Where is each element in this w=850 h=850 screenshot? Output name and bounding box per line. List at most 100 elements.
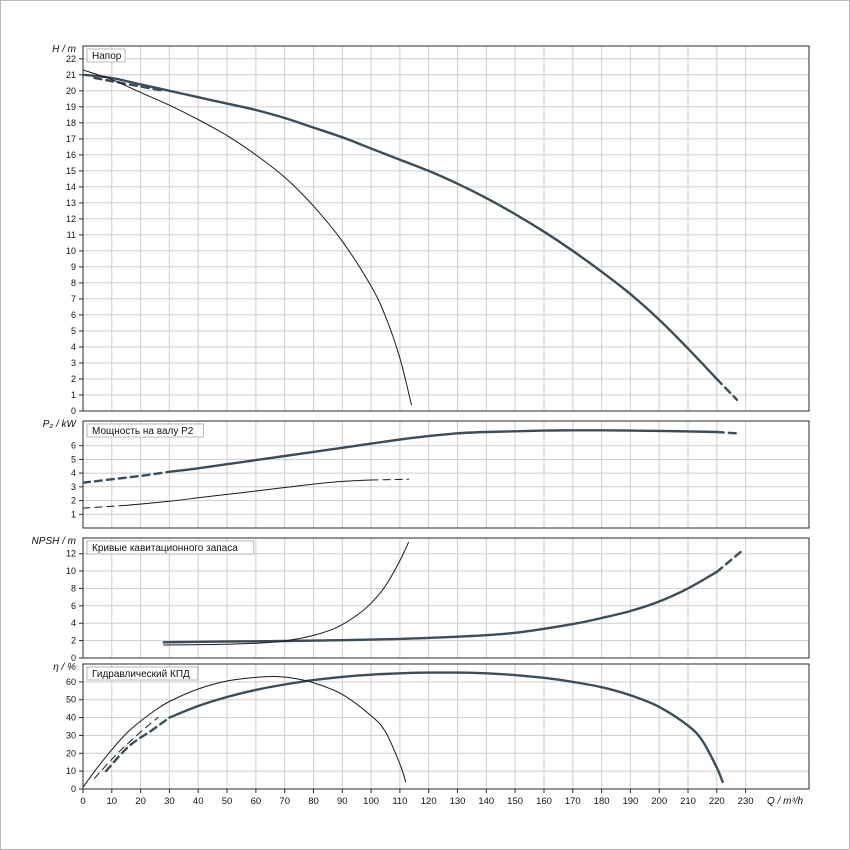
y-tick-label: 12 <box>66 549 76 559</box>
y-tick-label: 22 <box>66 54 76 64</box>
x-tick-label: 110 <box>392 796 407 807</box>
npsh-curve-min <box>163 541 409 646</box>
panel-title-box <box>86 666 199 681</box>
y-tick-label: 0 <box>71 653 76 663</box>
x-tick-label: 220 <box>709 796 725 807</box>
y-tick-label: 40 <box>66 713 76 723</box>
y-tick-label: 17 <box>66 134 76 144</box>
y-tick-label: 21 <box>66 70 76 80</box>
power-curve-min-dashed-start <box>83 504 127 509</box>
y-tick-label: 16 <box>66 150 76 160</box>
y-tick-label: 9 <box>71 262 76 272</box>
power-curve-min <box>125 479 372 506</box>
x-tick-label: 150 <box>507 796 523 807</box>
npsh-curve-max-extrapolated <box>715 549 744 574</box>
y-tick-label: 20 <box>66 86 76 96</box>
y-tick-label: 20 <box>66 748 76 758</box>
npsh-curve-max <box>162 570 718 644</box>
x-tick-label: 100 <box>363 796 379 807</box>
y-tick-label: 10 <box>66 766 76 776</box>
y-axis-label: NPSH / m <box>32 536 76 547</box>
y-tick-label: 10 <box>66 246 76 256</box>
power-curve-max-dashed-start <box>83 470 171 484</box>
y-tick-label: 1 <box>71 390 76 400</box>
panel-title: Гидравлический КПД <box>92 669 190 680</box>
panel-border <box>82 45 810 412</box>
x-tick-label: 30 <box>164 796 175 807</box>
y-tick-label: 2 <box>71 636 76 646</box>
y-tick-label: 2 <box>71 496 76 506</box>
panel-efficiency: 0 10 20 30 40 50 60 η / % Гидравлический КПД <box>53 662 810 794</box>
y-tick-label: 7 <box>71 294 76 304</box>
y-tick-label: 12 <box>66 214 76 224</box>
efficiency-curve-min <box>83 675 407 788</box>
power-curve-max <box>168 429 718 473</box>
y-tick-label: 60 <box>66 677 76 687</box>
y-tick-label: 5 <box>71 454 76 464</box>
x-tick-label: 40 <box>193 796 204 807</box>
panel-npsh: 0 2 4 6 8 10 12 NPSH / m Кривые кавитационного з… <box>32 536 810 663</box>
efficiency-curve-min-dashed-start <box>94 717 159 779</box>
efficiency-curve-max-dashed-start <box>104 716 171 773</box>
y-tick-label: 14 <box>66 182 76 192</box>
y-tick-label: 1 <box>71 509 76 519</box>
x-tick-label: 120 <box>421 796 437 807</box>
panel-title: Мощность на валу P2 <box>92 426 194 437</box>
head-curve-dashed-start <box>93 76 165 92</box>
y-tick-label: 19 <box>66 102 76 112</box>
x-tick-label: 50 <box>222 796 233 807</box>
panel-power: 1 2 3 4 5 6 P₂ / kW Мощность на валу P2 <box>43 419 810 529</box>
x-axis-label: Q / m³/h <box>767 796 804 807</box>
efficiency-curve-max <box>168 671 724 784</box>
x-tick-label: 130 <box>450 796 466 807</box>
power-curve-max-extrapolated <box>715 430 742 435</box>
head-curve-min <box>83 69 412 406</box>
y-tick-label: 5 <box>71 326 76 336</box>
x-tick-label: 140 <box>478 796 494 807</box>
x-tick-label: 230 <box>738 796 754 807</box>
panel-title-box <box>86 48 126 63</box>
y-tick-label: 30 <box>66 730 76 740</box>
y-tick-label: 0 <box>71 406 76 416</box>
x-tick-label: 80 <box>308 796 319 807</box>
x-tick-label: 20 <box>135 796 146 807</box>
y-axis-label: H / m <box>52 44 76 55</box>
y-tick-label: 11 <box>67 230 76 240</box>
panel-title-box <box>86 540 255 555</box>
y-tick-label: 0 <box>71 784 76 794</box>
head-curve-max <box>83 73 718 381</box>
x-tick-label: 190 <box>622 796 638 807</box>
power-curve-min-extrapolated <box>370 478 409 481</box>
y-tick-label: 3 <box>71 482 76 492</box>
y-tick-label: 4 <box>71 618 76 628</box>
y-tick-label: 4 <box>71 468 76 478</box>
y-tick-label: 10 <box>66 566 76 576</box>
y-tick-label: 6 <box>71 601 76 611</box>
y-tick-label: 6 <box>71 310 76 320</box>
y-tick-label: 50 <box>66 695 76 705</box>
panel-border <box>82 537 810 659</box>
x-tick-label: 0 <box>80 796 85 807</box>
panel-title-box <box>86 423 204 438</box>
head-curve-max-extrapolated <box>715 377 739 401</box>
x-tick-label: 180 <box>594 796 610 807</box>
y-tick-label: 2 <box>71 374 76 384</box>
x-tick-label: 200 <box>651 796 667 807</box>
y-axis-label: P₂ / kW <box>43 419 78 430</box>
y-tick-label: 6 <box>71 441 76 451</box>
x-tick-label: 170 <box>565 796 581 807</box>
y-tick-label: 18 <box>66 118 76 128</box>
y-tick-label: 13 <box>66 198 76 208</box>
x-tick-label: 160 <box>536 796 552 807</box>
x-tick-label: 10 <box>107 796 118 807</box>
y-tick-label: 4 <box>71 342 76 352</box>
panel-border <box>82 420 810 529</box>
panel-border <box>82 663 810 790</box>
y-axis-label: η / % <box>53 662 76 673</box>
y-tick-label: 8 <box>71 583 76 593</box>
panel-title: Кривые кавитационного запаса <box>92 543 238 554</box>
x-tick-label: 210 <box>680 796 696 807</box>
y-tick-label: 15 <box>66 166 76 176</box>
